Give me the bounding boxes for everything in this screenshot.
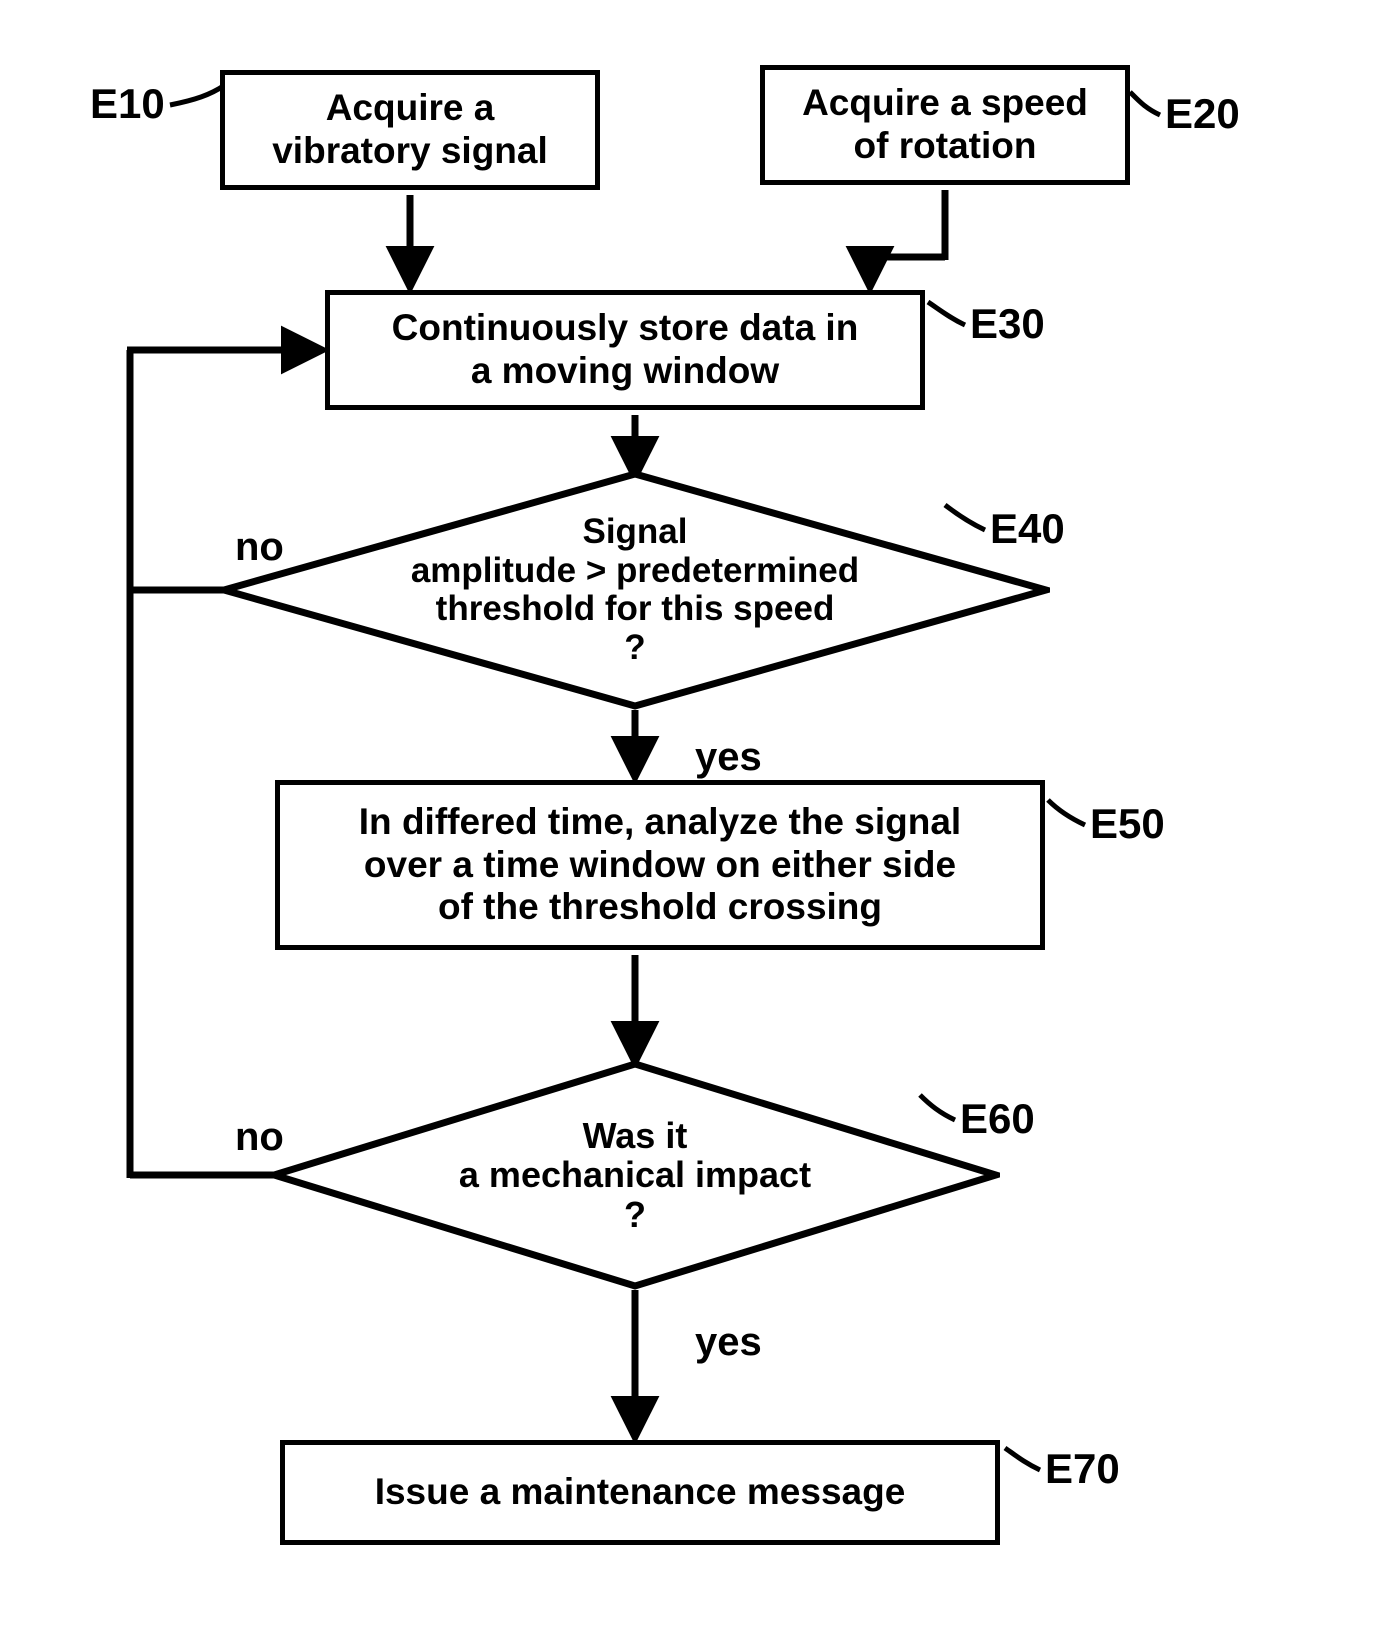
label-e40-no: no — [235, 525, 284, 570]
node-e20: Acquire a speedof rotation — [760, 65, 1130, 185]
node-e70: Issue a maintenance message — [280, 1440, 1000, 1545]
tag-e50: E50 — [1090, 800, 1165, 848]
node-e30: Continuously store data ina moving windo… — [325, 290, 925, 410]
tag-e30: E30 — [970, 300, 1045, 348]
leader-e20 — [1130, 92, 1160, 115]
node-e40: Signalamplitude > predeterminedthreshold… — [220, 470, 1050, 710]
tag-e40: E40 — [990, 505, 1065, 553]
tag-e60: E60 — [960, 1095, 1035, 1143]
leader-e10 — [170, 85, 225, 105]
node-e10-text: Acquire avibratory signal — [272, 87, 548, 172]
leader-e30 — [928, 302, 965, 325]
node-e20-text: Acquire a speedof rotation — [802, 82, 1088, 167]
node-e60: Was ita mechanical impact? — [270, 1060, 1000, 1290]
label-e40-yes: yes — [695, 735, 762, 780]
label-e60-yes: yes — [695, 1320, 762, 1365]
node-e10: Acquire avibratory signal — [220, 70, 600, 190]
node-e40-text: Signalamplitude > predeterminedthreshold… — [220, 470, 1050, 710]
tag-e70: E70 — [1045, 1445, 1120, 1493]
tag-e20: E20 — [1165, 90, 1240, 138]
node-e30-text: Continuously store data ina moving windo… — [392, 307, 859, 392]
node-e50-text: In differed time, analyze the signalover… — [359, 801, 961, 929]
node-e60-text: Was ita mechanical impact? — [270, 1060, 1000, 1290]
flowchart-canvas: Acquire avibratory signal Acquire a spee… — [0, 0, 1380, 1645]
leader-e70 — [1005, 1448, 1040, 1470]
label-e60-no: no — [235, 1115, 284, 1160]
leader-e50 — [1048, 800, 1085, 825]
node-e50: In differed time, analyze the signalover… — [275, 780, 1045, 950]
tag-e10: E10 — [90, 80, 165, 128]
node-e70-text: Issue a maintenance message — [375, 1471, 906, 1514]
